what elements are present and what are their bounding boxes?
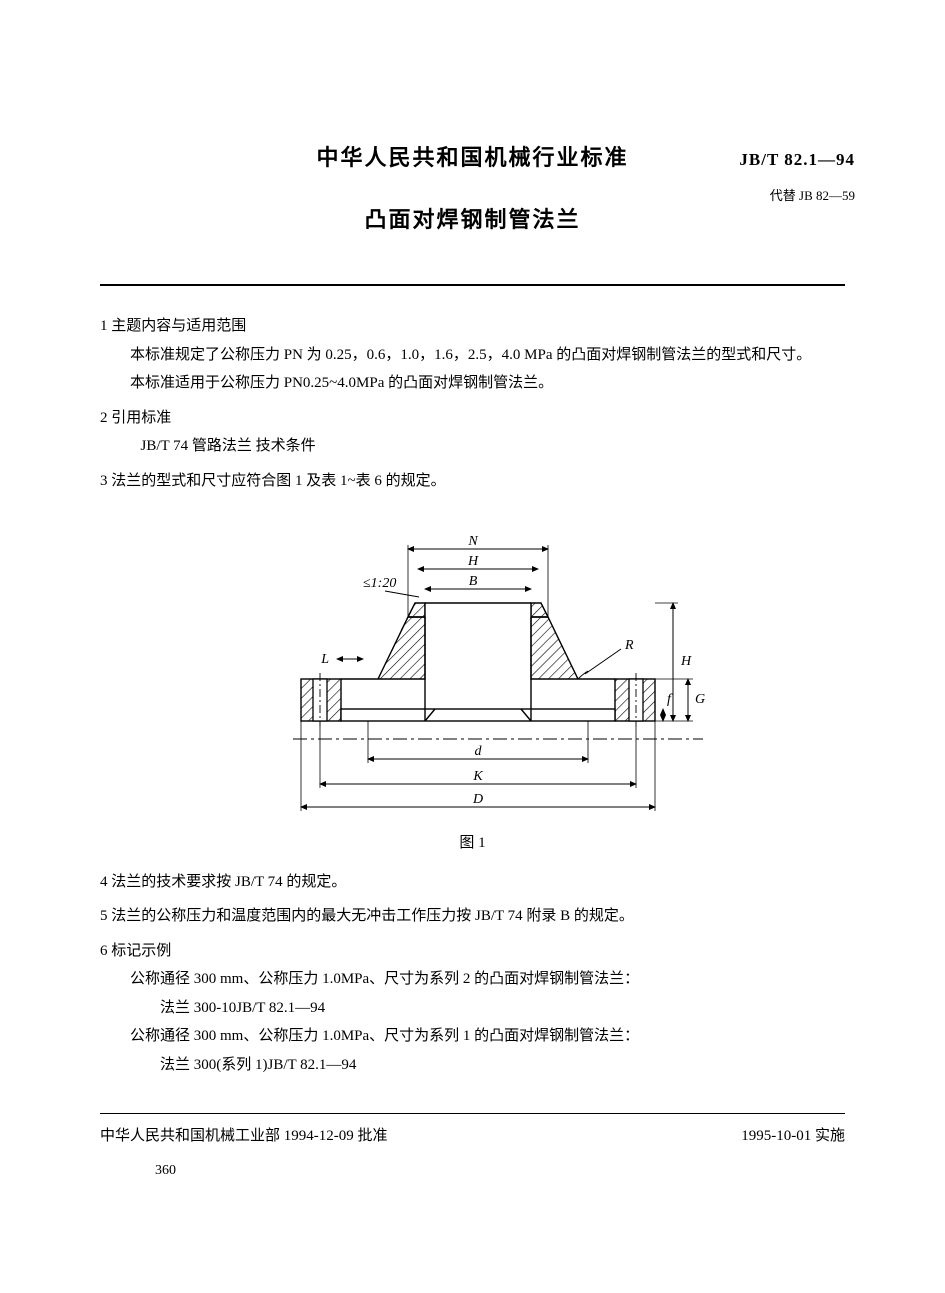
section-6-title: 6 标记示例 — [100, 937, 845, 966]
figure-label-K: K — [472, 769, 483, 784]
divider-top — [100, 284, 845, 286]
replaces-note: 代替 JB 82—59 — [770, 185, 855, 204]
standard-code: JB/T 82.1—94 — [739, 150, 855, 170]
figure-label-L: L — [320, 652, 329, 667]
section-6-marking-1: 法兰 300-10JB/T 82.1—94 — [100, 994, 845, 1023]
section-1-para-1: 本标准规定了公称压力 PN 为 0.25，0.6，1.0，1.6，2.5，4.0… — [100, 341, 845, 370]
figure-label-G: G — [695, 692, 705, 707]
section-6-para-2: 公称通径 300 mm、公称压力 1.0MPa、尺寸为系列 1 的凸面对焊钢制管… — [100, 1022, 845, 1051]
section-3-title: 3 法兰的型式和尺寸应符合图 1 及表 1~表 6 的规定。 — [100, 467, 845, 496]
figure-label-N: N — [467, 534, 478, 549]
page-number: 360 — [155, 1163, 845, 1179]
section-1-title: 1 主题内容与适用范围 — [100, 312, 845, 341]
figure-label-f: f — [667, 692, 673, 707]
figure-label-taper: ≤1:20 — [363, 576, 396, 591]
figure-label-d: d — [474, 744, 482, 759]
section-2-title: 2 引用标准 — [100, 404, 845, 433]
figure-1-caption: 图 1 — [100, 829, 845, 858]
figure-label-B: B — [468, 574, 477, 589]
divider-bottom — [100, 1113, 845, 1114]
section-2-para-1: JB/T 74 管路法兰 技术条件 — [100, 432, 845, 461]
standard-org-title: 中华人民共和国机械行业标准 — [100, 140, 845, 172]
figure-label-R: R — [624, 638, 634, 653]
body-content: 1 主题内容与适用范围 本标准规定了公称压力 PN 为 0.25，0.6，1.0… — [100, 312, 845, 1079]
header-block: 中华人民共和国机械行业标准 JB/T 82.1—94 代替 JB 82—59 凸… — [100, 140, 845, 234]
figure-label-H1: H — [466, 554, 478, 569]
section-1-para-2: 本标准适用于公称压力 PN0.25~4.0MPa 的凸面对焊钢制管法兰。 — [100, 369, 845, 398]
footer-approval: 中华人民共和国机械工业部 1994-12-09 批准 — [100, 1124, 388, 1145]
section-6-para-1: 公称通径 300 mm、公称压力 1.0MPa、尺寸为系列 2 的凸面对焊钢制管… — [100, 965, 845, 994]
footer-effective: 1995-10-01 实施 — [741, 1124, 845, 1145]
figure-1: ≤1:20 R N H B L H f — [100, 509, 845, 819]
section-5-title: 5 法兰的公称压力和温度范围内的最大无冲击工作压力按 JB/T 74 附录 B … — [100, 902, 845, 931]
figure-label-H: H — [680, 654, 692, 669]
standard-name-title: 凸面对焊钢制管法兰 — [100, 202, 845, 234]
section-6-marking-2: 法兰 300(系列 1)JB/T 82.1—94 — [100, 1051, 845, 1080]
footer: 中华人民共和国机械工业部 1994-12-09 批准 1995-10-01 实施 — [100, 1124, 845, 1145]
section-4-title: 4 法兰的技术要求按 JB/T 74 的规定。 — [100, 868, 845, 897]
figure-label-D: D — [471, 792, 482, 807]
